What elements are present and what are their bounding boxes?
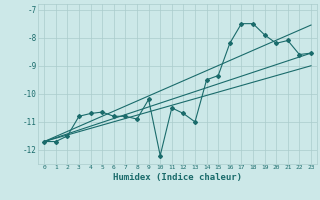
X-axis label: Humidex (Indice chaleur): Humidex (Indice chaleur) xyxy=(113,173,242,182)
